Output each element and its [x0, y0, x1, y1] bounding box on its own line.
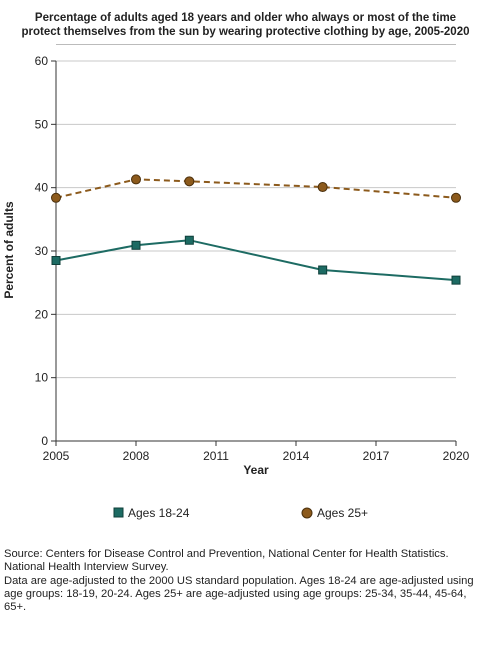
data-point-ages-18-24 — [451, 275, 461, 285]
gridlines — [56, 60, 456, 379]
y-tick-label: 0 — [41, 434, 48, 448]
line-chart: 0 10 20 30 40 50 60 2005 2008 2011 2014 2017 2020 Ye… — [2, 54, 470, 477]
legend: Ages 18-24 Ages 25+ — [0, 506, 491, 526]
x-tick-label: 2020 — [443, 449, 470, 463]
chart-title: Percentage of adults aged 18 years and o… — [0, 11, 491, 39]
legend-circle-marker — [301, 507, 313, 519]
data-point-ages-25-plus — [451, 192, 461, 203]
series-line-ages-25-plus — [55, 178, 457, 199]
axes: 0 10 20 30 40 50 60 2005 2008 2011 2014 2017 2020 — [35, 54, 470, 463]
x-tick-label: 2014 — [283, 449, 310, 463]
series-layer — [51, 174, 461, 285]
y-tick-label: 50 — [35, 117, 49, 131]
data-point-ages-25-plus — [184, 176, 195, 187]
y-axis-label: Percent of adults — [2, 201, 16, 299]
x-tick-label: 2008 — [123, 449, 150, 463]
legend-item-ages-18-24[interactable]: Ages 18-24 — [112, 506, 189, 520]
x-tick-label: 2011 — [203, 449, 229, 463]
x-axis-label: Year — [243, 463, 269, 477]
chart-title-line-2: protect themselves from the sun by weari… — [21, 26, 470, 38]
legend-label-ages-25-plus: Ages 25+ — [317, 506, 369, 520]
data-point-ages-18-24 — [131, 240, 141, 250]
data-point-ages-18-24 — [318, 265, 328, 275]
legend-label-ages-18-24: Ages 18-24 — [128, 506, 190, 520]
y-tick-label: 40 — [35, 181, 49, 195]
y-tick-label: 60 — [35, 54, 49, 68]
legend-item-ages-25-plus[interactable]: Ages 25+ — [300, 506, 368, 520]
data-point-ages-18-24 — [51, 256, 61, 265]
data-point-ages-25-plus — [317, 182, 328, 193]
series-line-ages-18-24 — [55, 239, 457, 282]
data-point-ages-18-24 — [184, 235, 194, 245]
chart-title-line-1: Percentage of adults aged 18 years and o… — [34, 12, 457, 24]
legend-square-marker — [113, 507, 124, 518]
y-tick-label: 30 — [35, 244, 49, 258]
data-point-ages-25-plus — [131, 174, 141, 185]
x-tick-label: 2005 — [43, 449, 70, 463]
y-tick-label: 10 — [35, 371, 49, 385]
y-tick-label: 20 — [35, 307, 49, 321]
x-tick-label: 2017 — [363, 449, 390, 463]
methodology-note: Data are age-adjusted to the 2000 US sta… — [4, 574, 474, 614]
footnote: Source: Centers for Disease Control and … — [4, 548, 487, 614]
data-point-ages-25-plus — [51, 192, 61, 203]
title-divider — [56, 44, 456, 45]
source-note: Source: Centers for Disease Control and … — [4, 548, 449, 574]
